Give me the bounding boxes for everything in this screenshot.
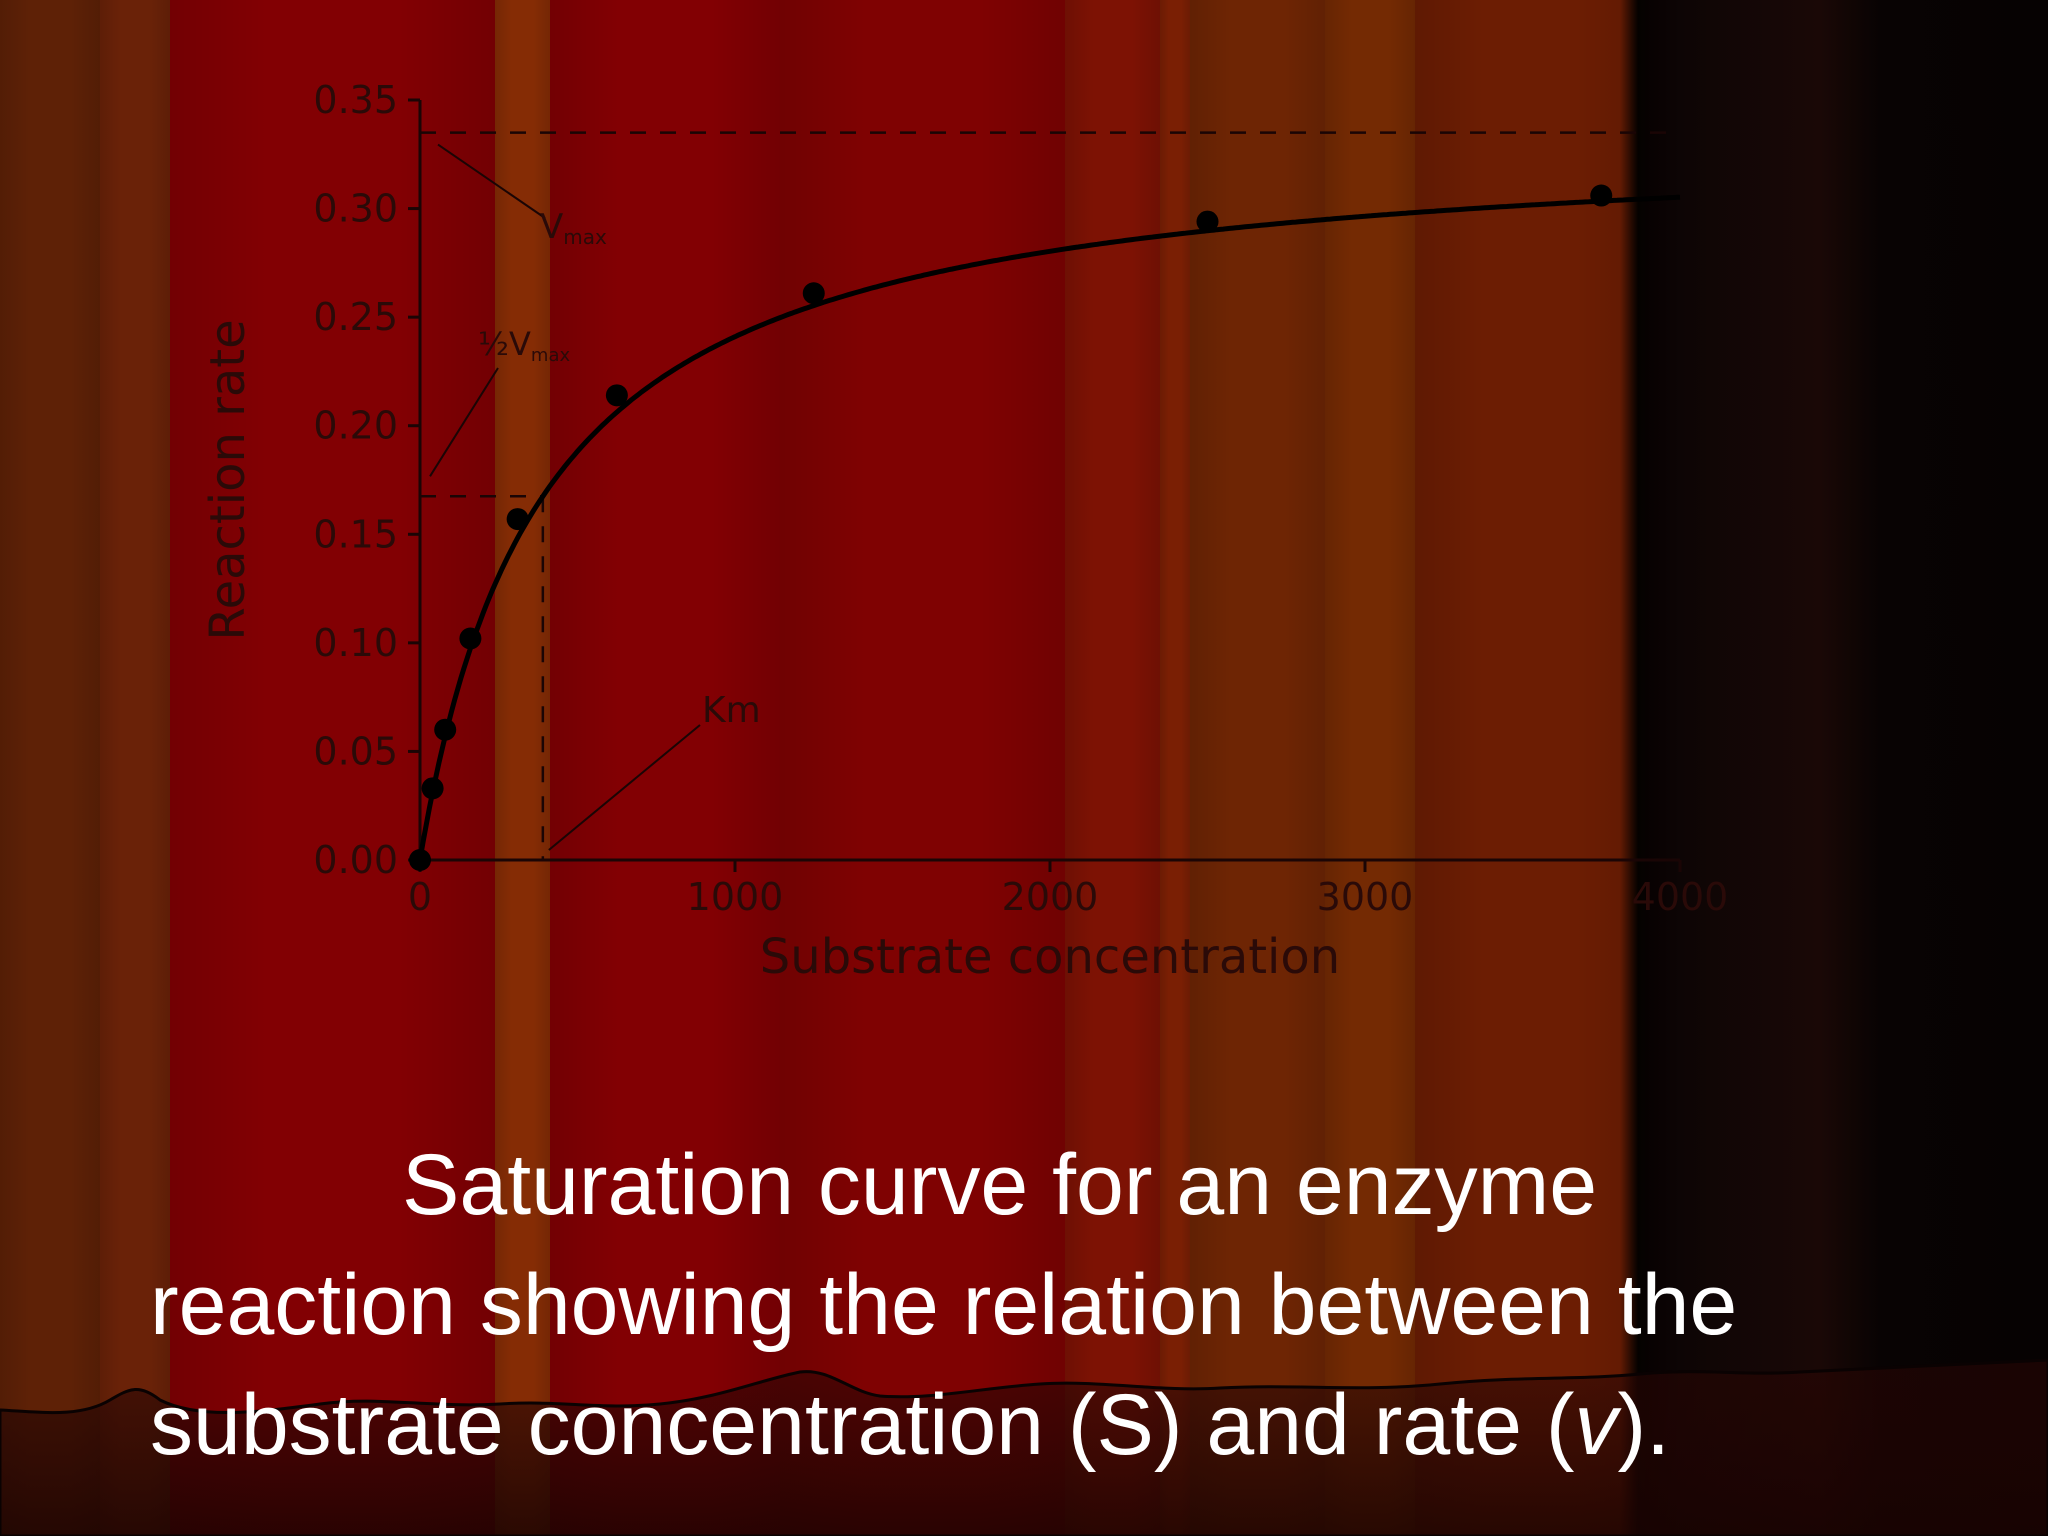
caption-line-1: Saturation curve for an enzyme — [402, 1137, 1598, 1233]
data-point — [434, 718, 457, 741]
km-pointer — [548, 724, 701, 851]
x-tick-label: 0 — [408, 875, 432, 919]
data-point — [802, 282, 825, 305]
caption-line-3: substrate concentration (S) and rate (v)… — [150, 1365, 1950, 1485]
curtain-stripe — [1415, 0, 1645, 1536]
data-point — [506, 508, 529, 531]
x-tick-label: 3000 — [1317, 875, 1414, 919]
y-tick-label: 0.20 — [313, 404, 398, 448]
y-axis-label: Reaction rate — [200, 319, 256, 640]
y-tick-label: 0.10 — [313, 621, 398, 665]
x-tick-label: 2000 — [1002, 875, 1099, 919]
curtain-shadow — [1620, 0, 2048, 1536]
caption-line-2: reaction showing the relation between th… — [150, 1257, 1738, 1353]
data-point — [421, 777, 444, 800]
curtain-stripe — [550, 0, 780, 1536]
curtain-stripe — [1190, 0, 1325, 1536]
x-axis-label: Substrate concentration — [760, 929, 1340, 985]
data-point — [459, 627, 482, 650]
km-annotation: Km — [702, 690, 761, 731]
caption-line-3-start: substrate concentration (S) and rate ( — [150, 1377, 1575, 1473]
data-point — [409, 849, 431, 871]
vmax-pointer — [437, 143, 546, 219]
vmax-subscript: max — [563, 225, 607, 249]
x-tick-label: 1000 — [687, 875, 784, 919]
half-vmax-pointer — [429, 367, 499, 477]
curtain-stripe — [1065, 0, 1160, 1536]
data-point — [605, 384, 628, 407]
data-point — [1196, 210, 1219, 233]
rate-variable: v — [1574, 1377, 1618, 1473]
y-tick-label: 0.30 — [313, 187, 398, 231]
slide-caption: Saturation curve for an enzyme reaction … — [150, 1125, 1950, 1485]
curtain-stripe — [170, 0, 495, 1536]
curtain-stripe — [1160, 0, 1190, 1536]
x-tick-label: 4000 — [1632, 875, 1729, 919]
data-point — [1590, 184, 1613, 207]
half-vmax-subscript: max — [531, 345, 571, 366]
curtain-stripe — [1325, 0, 1415, 1536]
y-tick-label: 0.05 — [313, 729, 398, 773]
curtain-stripe — [495, 0, 550, 1536]
y-tick-label: 0.35 — [313, 78, 398, 122]
caption-line-3-end: ). — [1617, 1377, 1671, 1473]
y-tick-label: 0.25 — [313, 295, 398, 339]
saturation-curve — [417, 194, 1681, 861]
curtain-stripe — [0, 0, 100, 1536]
y-tick-label: 0.15 — [313, 512, 398, 556]
y-tick-label: 0.00 — [313, 838, 398, 882]
curtain-stripe — [100, 0, 170, 1536]
